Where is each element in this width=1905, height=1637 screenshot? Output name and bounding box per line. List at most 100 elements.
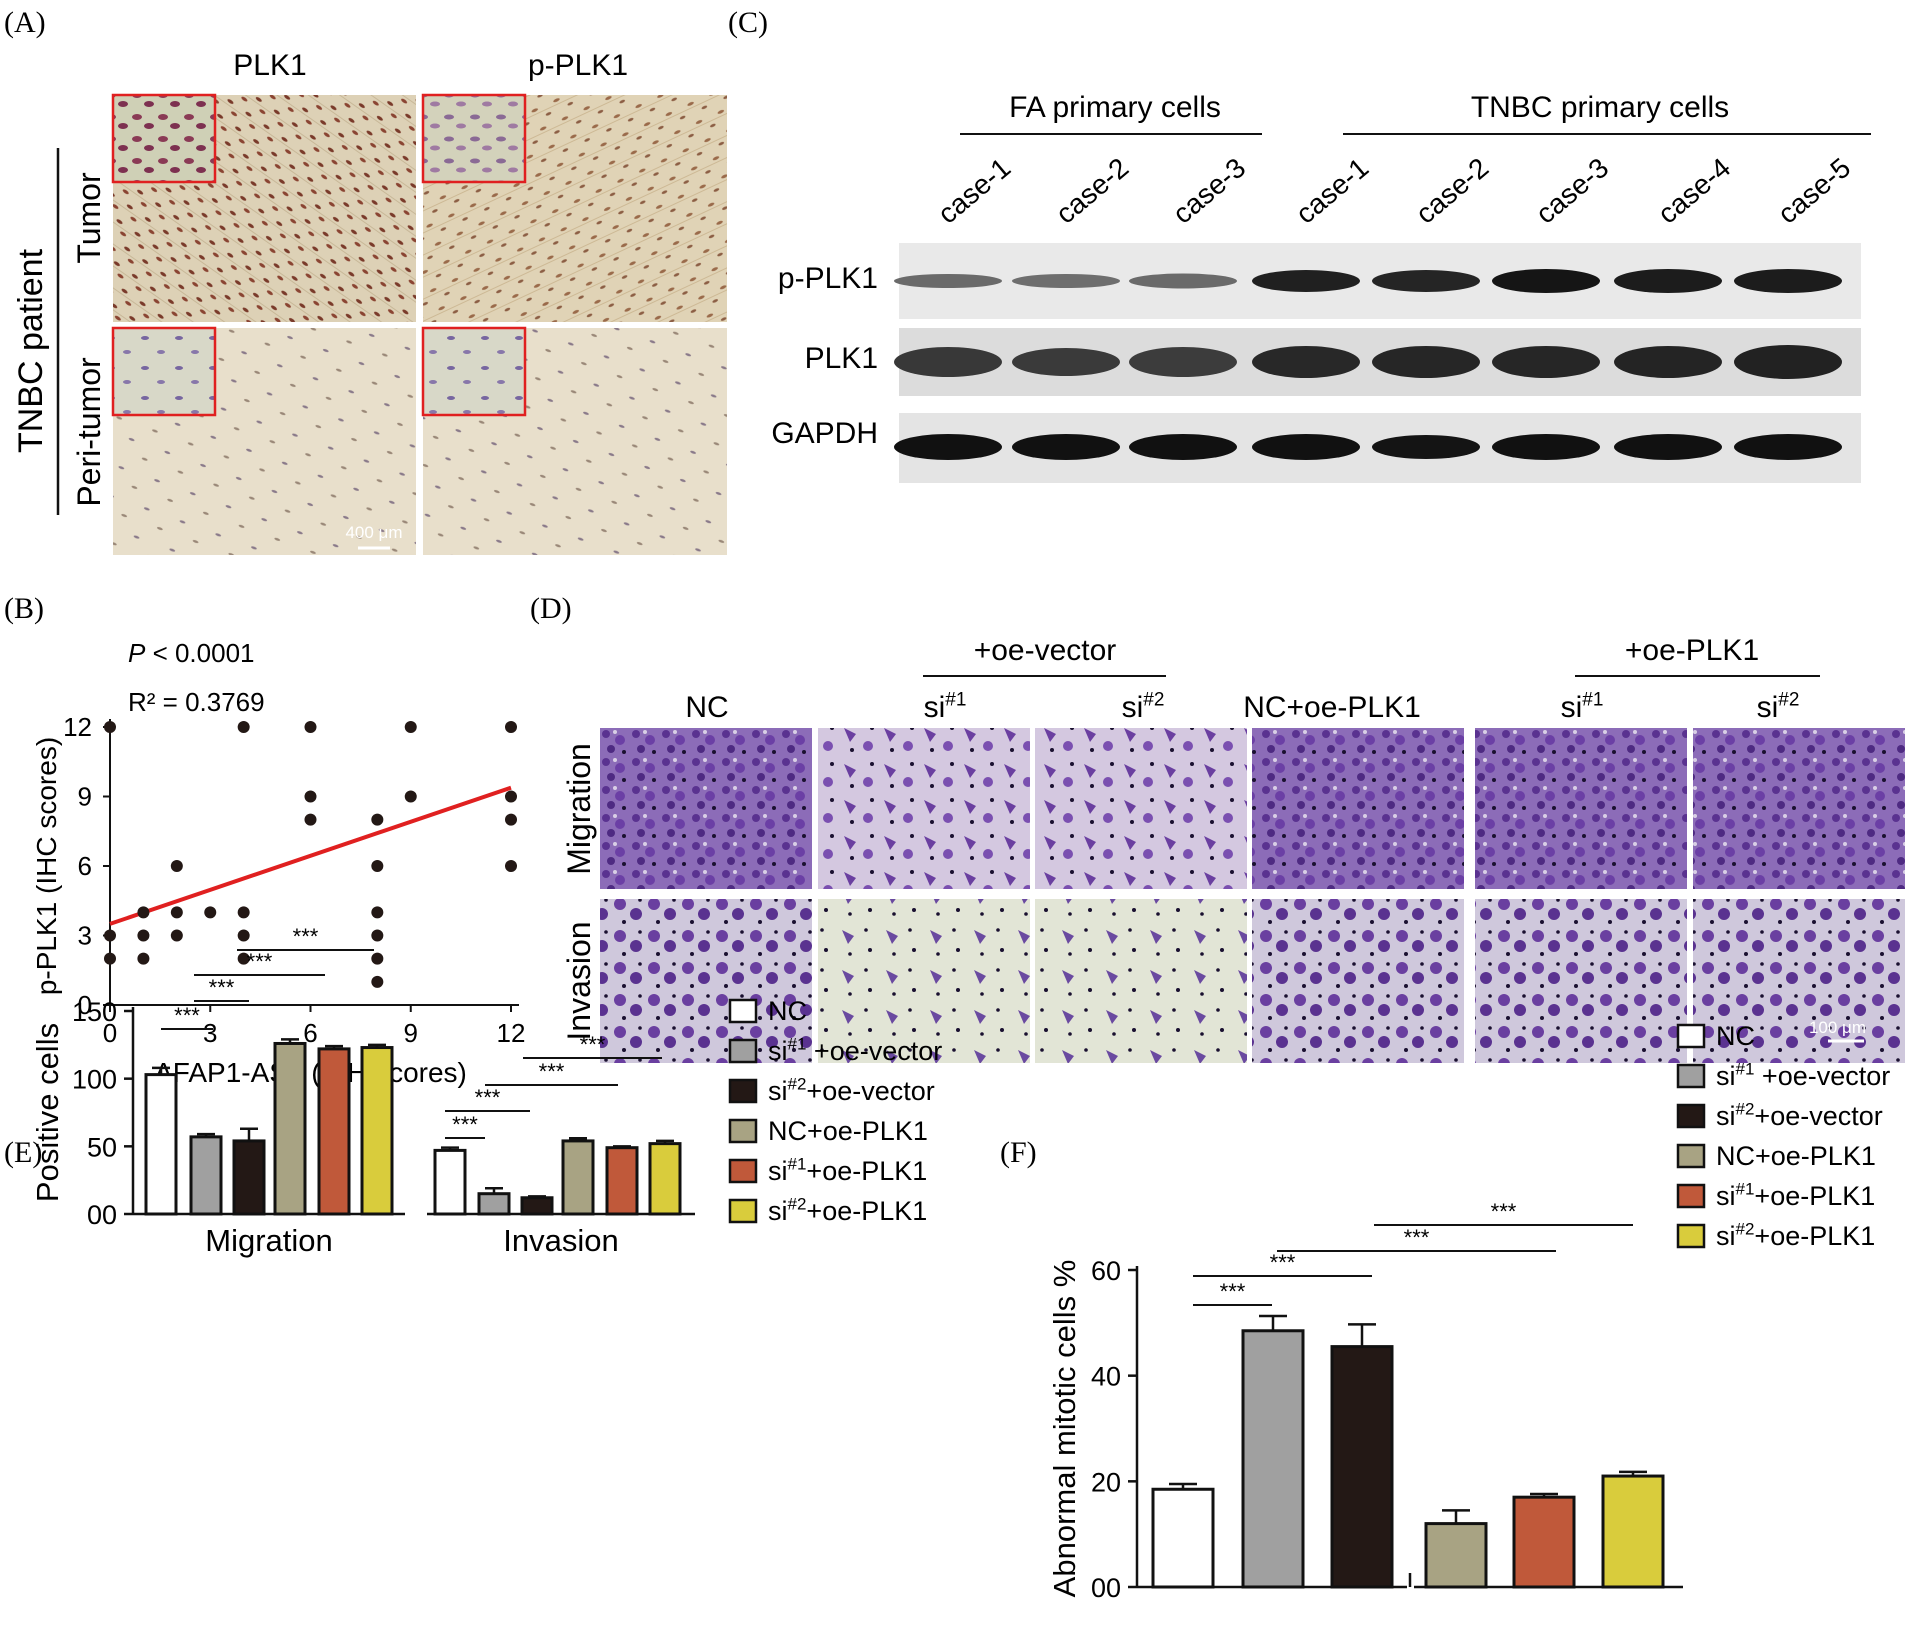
ihc-inset-plk1-tumor: [111, 93, 217, 184]
migration-image: [1252, 728, 1464, 889]
category-label: Invasion: [503, 1223, 618, 1258]
scatter-point: [204, 906, 217, 919]
invasion-image: [818, 899, 1030, 1063]
blot-band: [1492, 434, 1600, 460]
panel-label-c: (C): [728, 6, 768, 39]
scatter-point: [371, 975, 384, 988]
panelA-header-plk1: PLK1: [233, 49, 306, 82]
blot-band: [1372, 270, 1480, 292]
blot-band: [1012, 434, 1120, 460]
y-tick-label: 150: [72, 997, 117, 1027]
transwell-images: [600, 728, 1905, 1063]
migration-image: [818, 728, 1030, 889]
legend-swatch: [1676, 1223, 1706, 1249]
significance-label: ***: [475, 1085, 501, 1110]
panelD-col-label: si#1: [1561, 690, 1604, 724]
bar: [561, 1139, 595, 1216]
significance-label: ***: [1404, 1225, 1430, 1250]
migration-image: [1693, 728, 1905, 889]
fit-line: [109, 785, 512, 926]
y-tick-label: 00: [1091, 1573, 1121, 1603]
y-tick-label: 60: [1091, 1256, 1121, 1286]
panel-label-a: (A): [4, 6, 46, 39]
panelD-row-invasion: Invasion: [561, 921, 597, 1040]
y-tick-label: 50: [87, 1132, 117, 1162]
y-tick-label: 00: [87, 1200, 117, 1230]
panelC-group-tnbc: TNBC primary cells: [1471, 91, 1729, 124]
blot-band: [1734, 434, 1842, 460]
significance-label: ***: [452, 1112, 478, 1137]
annotation-r2: R² = 0.3769: [128, 687, 265, 717]
legend-label: si#2+oe-vector: [1716, 1100, 1883, 1131]
blot-band: [1492, 269, 1600, 293]
bar: [477, 1192, 511, 1216]
legend-swatch: [728, 1158, 758, 1184]
scatter-point: [505, 721, 517, 733]
significance-label: ***: [293, 924, 319, 949]
legend-label: si#1 +oe-vector: [768, 1035, 942, 1066]
panelD-group-oe-vector: +oe-vector: [974, 634, 1117, 667]
panel-label-d: (D): [530, 592, 572, 625]
scatter-point: [104, 952, 116, 965]
panelD-col-label: si#1: [924, 690, 967, 724]
legend-label: si#2+oe-PLK1: [1716, 1220, 1875, 1251]
scatter-point: [237, 721, 250, 733]
bar: [1330, 1345, 1394, 1589]
invasion-image: [600, 899, 812, 1063]
bar: [1601, 1474, 1665, 1589]
significance-label: ***: [1270, 1250, 1296, 1275]
panel-label-b: (B): [4, 592, 44, 625]
bar: [1241, 1329, 1305, 1589]
x-tick-label: 9: [404, 1018, 418, 1048]
x-tick-label: 3: [203, 1018, 217, 1048]
scatter-point: [371, 952, 384, 965]
y-tick-label: 9: [78, 782, 92, 812]
scatter-point: [137, 929, 150, 942]
legend-swatch: [1676, 1143, 1706, 1169]
lane-label: case-3: [1530, 152, 1614, 230]
scatter-point: [404, 721, 417, 733]
significance-label: ***: [209, 975, 235, 1000]
scatter-point: [505, 860, 517, 872]
panelD-col-label: NC+oe-PLK1: [1243, 691, 1421, 724]
legend-swatch: [728, 1198, 758, 1224]
legend-label: si#1+oe-PLK1: [768, 1155, 927, 1186]
scatter-point: [371, 906, 384, 919]
significance-label: ***: [1220, 1279, 1246, 1304]
chart-b: 0 3 6 9 12 0 3 6 9 12 AFAP1-AS1 (ISH scores) p-PLK1…: [31, 638, 525, 1088]
scatter-point: [137, 906, 150, 919]
x-tick-label: 12: [497, 1018, 526, 1048]
migration-image: [1035, 728, 1247, 889]
bar: [144, 1073, 178, 1216]
bar: [189, 1135, 223, 1216]
ihc-inset-plk1-peri: [111, 326, 217, 417]
bar: [648, 1142, 682, 1216]
blot-band: [894, 347, 1002, 377]
ihc-inset-pplk1-tumor: [421, 93, 527, 184]
panelD-scale-text: 100 μm: [1809, 1018, 1866, 1037]
blot-band: [1734, 269, 1842, 293]
significance-label: ***: [247, 949, 273, 974]
invasion-image: [1693, 899, 1905, 1063]
significance-label: ***: [1491, 1199, 1517, 1224]
legend-e: NC si#1 +oe-vector si#2+oe-vector NC+oe-PLK…: [728, 996, 942, 1226]
scatter-point: [304, 813, 317, 826]
scatter-point: [170, 906, 183, 919]
scatter-point: [371, 929, 384, 942]
panelD-col-label: NC: [685, 691, 728, 724]
invasion-image: [1252, 899, 1464, 1063]
y-axis-label: Positive cells: [30, 1023, 65, 1202]
blot-band: [894, 434, 1002, 460]
significance-label: ***: [580, 1032, 606, 1057]
blot-band: [1614, 346, 1722, 378]
ihc-inset-pplk1-peri: [421, 326, 527, 417]
panelD-group-oe-plk1: +oe-PLK1: [1625, 634, 1759, 667]
scatter-point: [505, 790, 517, 803]
x-tick-label: 6: [303, 1018, 317, 1048]
blot-band: [1129, 273, 1237, 289]
scatter-point: [170, 929, 183, 942]
scatter-point: [237, 952, 250, 965]
lane-label: case-4: [1652, 152, 1736, 230]
scatter-point: [505, 813, 517, 826]
